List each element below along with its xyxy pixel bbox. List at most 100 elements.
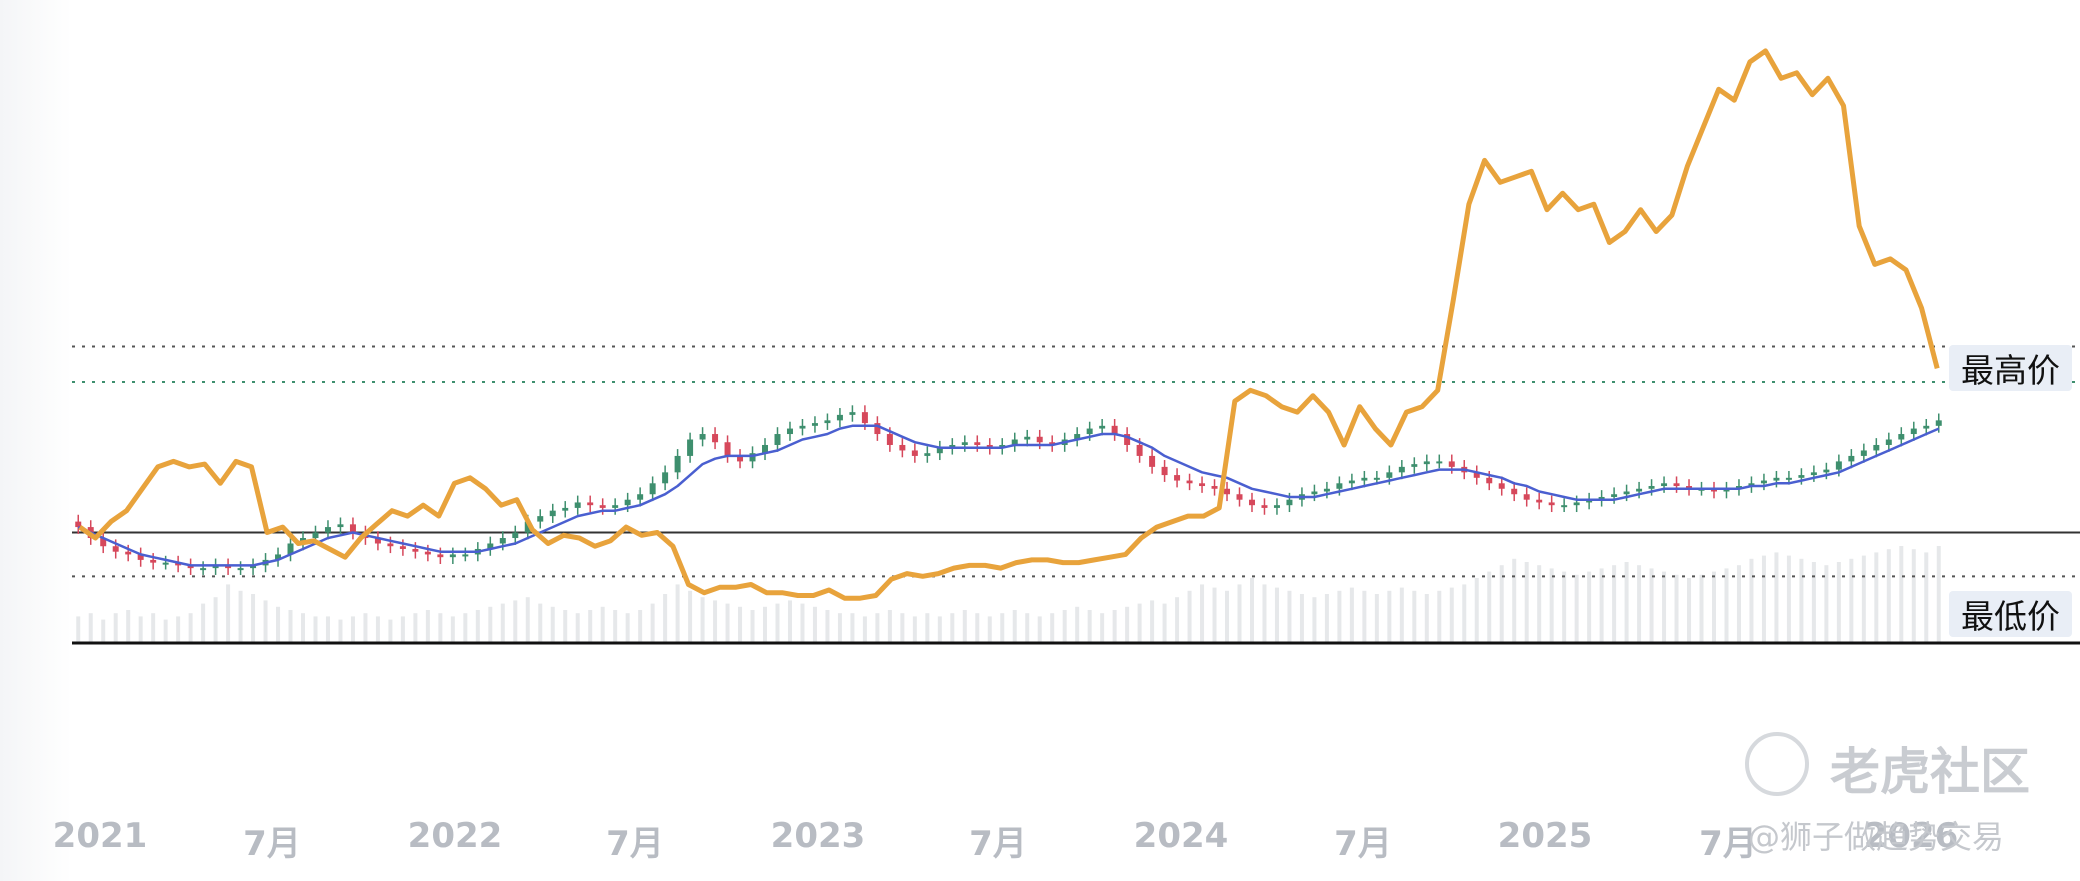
candle-body	[1336, 483, 1343, 489]
candle-body	[1885, 439, 1892, 445]
candle-body	[836, 414, 843, 421]
volume-bar	[151, 613, 156, 642]
volume-bar	[1187, 590, 1192, 642]
volume-bar	[613, 610, 618, 642]
candle-body	[1636, 488, 1643, 492]
volume-bar	[325, 616, 330, 642]
candle-body	[200, 568, 207, 571]
volume-bar	[1849, 558, 1854, 642]
volume-bar	[550, 606, 555, 642]
volume-bar	[1699, 574, 1704, 642]
volume-bar	[1736, 565, 1741, 642]
volume-bar	[1899, 546, 1904, 642]
candle-body	[1174, 475, 1181, 481]
volume-bar	[425, 610, 430, 642]
volume-bar	[101, 619, 106, 642]
volume-bar	[1886, 549, 1891, 642]
x-tick-label: 7月	[1334, 824, 1392, 864]
candle-body	[774, 434, 781, 445]
candle-body	[1373, 477, 1380, 480]
watermark-user: @狮子做趋势交易	[1748, 818, 2005, 856]
candle-body	[449, 554, 456, 558]
x-tick-label: 2024	[1133, 816, 1229, 856]
volume-bar	[138, 616, 143, 642]
volume-bar	[1836, 562, 1841, 642]
candle-body	[212, 565, 219, 569]
volume-bar	[388, 619, 393, 642]
candle-body	[1686, 486, 1693, 489]
volume-bar	[1649, 568, 1654, 642]
volume-bar	[1749, 558, 1754, 642]
candle-body	[412, 548, 419, 552]
volume-bar	[638, 610, 643, 642]
candle-body	[874, 423, 881, 435]
volume-bar	[1125, 606, 1130, 642]
volume-bar	[1687, 578, 1692, 642]
volume-bar	[1761, 555, 1766, 642]
volume-bar	[238, 590, 243, 642]
candle-body	[1623, 491, 1630, 495]
candle-body	[1311, 491, 1318, 495]
candle-body	[861, 412, 868, 424]
candle-body	[1149, 455, 1156, 467]
volume-bar	[288, 610, 293, 642]
candle-body	[1411, 464, 1418, 467]
candle-body	[1873, 444, 1880, 451]
volume-bar	[1711, 571, 1716, 642]
volume-bar	[1287, 590, 1292, 642]
candle-body	[1386, 472, 1393, 478]
candle-body	[1935, 420, 1942, 426]
volume-bar	[488, 606, 493, 642]
candle-body	[849, 412, 856, 415]
candle-body	[287, 543, 294, 555]
candle-body	[662, 472, 669, 484]
candle-body	[724, 442, 731, 456]
volume-bar	[1100, 613, 1105, 642]
candle-body	[512, 532, 519, 539]
candle-body	[674, 455, 681, 473]
volume-bar	[1861, 555, 1866, 642]
candle-body	[824, 420, 831, 424]
volume-bar	[1936, 546, 1941, 642]
volume-bar	[1262, 584, 1267, 642]
volume-bar	[1774, 552, 1779, 642]
moving-average-path	[77, 424, 1940, 567]
candle-body	[1723, 488, 1730, 492]
candle-body	[786, 428, 793, 435]
volume-bar	[1786, 555, 1791, 642]
candle-body	[737, 455, 744, 462]
volume-bar	[1911, 549, 1916, 642]
candle-body	[999, 444, 1006, 448]
candle-body	[974, 442, 981, 445]
volume-bar	[1924, 552, 1929, 642]
candle-body	[1036, 436, 1043, 443]
candle-body	[1273, 505, 1280, 508]
volume-bar	[1000, 613, 1005, 642]
candle-body	[374, 538, 381, 544]
volume-bar	[1562, 571, 1567, 642]
watermark-brand: 老虎社区	[1830, 743, 2030, 801]
candle-body	[749, 453, 756, 462]
volume-bar	[912, 616, 917, 642]
candle-body	[437, 554, 444, 558]
candle-body	[337, 524, 344, 528]
x-tick-label: 2021	[52, 816, 148, 856]
reference-lines	[72, 345, 2080, 645]
volume-bar	[1424, 594, 1429, 642]
volume-bar	[1362, 590, 1367, 642]
candle-body	[899, 444, 906, 451]
candle-body	[75, 521, 82, 528]
candle-body	[125, 551, 132, 555]
volume-bar	[263, 600, 268, 642]
candle-body	[1785, 477, 1792, 480]
volume-bar	[213, 597, 218, 642]
volume-bar	[1824, 565, 1829, 642]
volume-bar	[563, 610, 568, 642]
volume-bar	[1137, 603, 1142, 642]
candle-body	[1111, 425, 1118, 435]
volume-bar	[1299, 594, 1304, 642]
x-tick-label: 7月	[606, 824, 664, 864]
volume-bar	[475, 610, 480, 642]
volume-bar	[1662, 571, 1667, 642]
